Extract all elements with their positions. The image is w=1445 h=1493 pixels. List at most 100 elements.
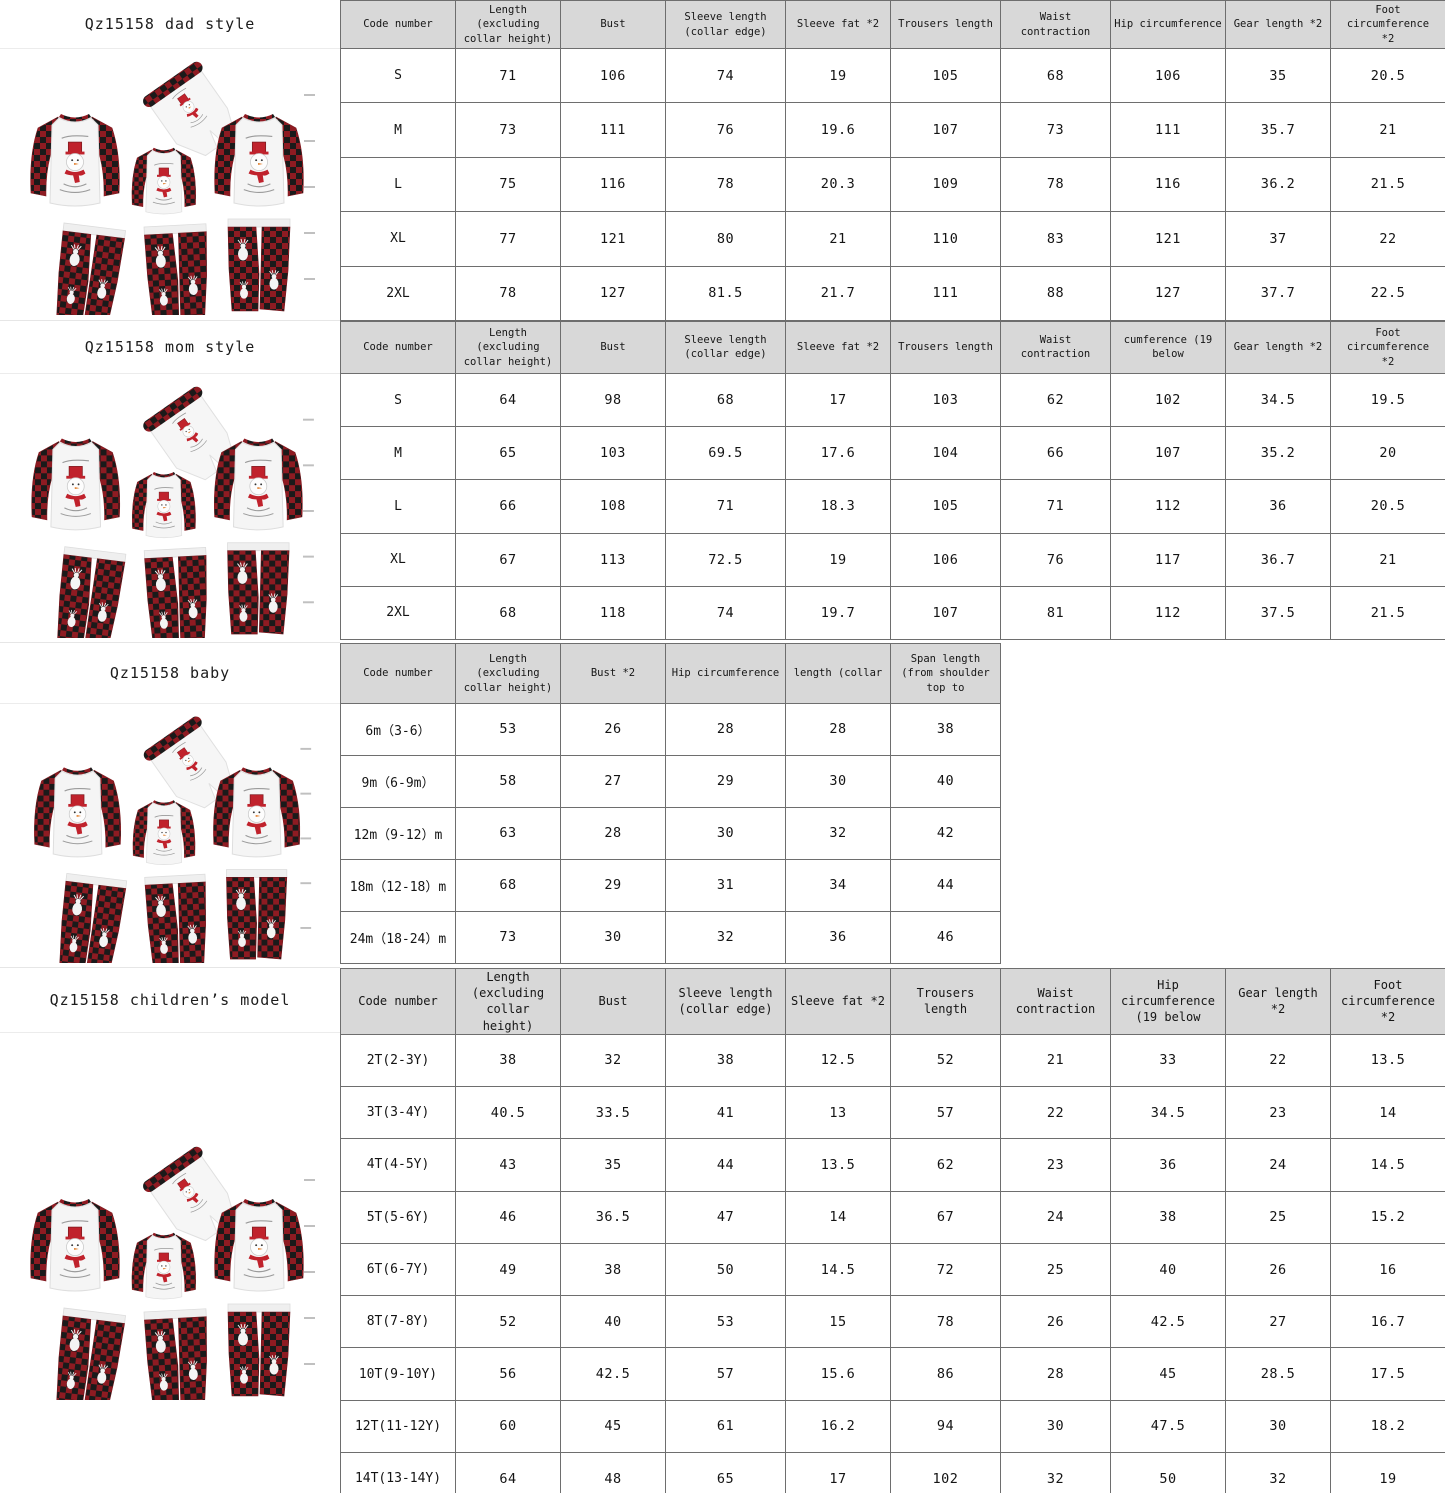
size-row: 24m（18-24）m 73 30 32 36 46 xyxy=(340,910,1001,964)
size-table: Code number Length (excluding collar heig… xyxy=(340,642,1001,964)
measurement-cell: 20.3 xyxy=(785,156,891,213)
size-code-cell: 6T(6-7Y) xyxy=(340,1242,456,1297)
measurement-cell: 63 xyxy=(455,806,561,860)
size-code-cell: 9m（6-9m） xyxy=(340,754,456,808)
left-panel-mom: Qz15158 mom style xyxy=(0,320,340,643)
measurement-cell: 14 xyxy=(785,1190,891,1244)
measurement-cell: 68 xyxy=(1000,47,1111,104)
measurement-cell: 53 xyxy=(665,1295,786,1349)
measurement-cell: 52 xyxy=(890,1033,1001,1088)
measurement-cell: 22 xyxy=(1330,211,1445,267)
pajama-set-illustration xyxy=(20,378,320,638)
measurement-cell: 30 xyxy=(1225,1399,1331,1454)
measurement-cell: 47.5 xyxy=(1110,1399,1226,1454)
column-header: Sleeve length (collar edge) xyxy=(665,967,786,1035)
measurement-cell: 27 xyxy=(560,754,666,808)
size-table-dad: Code number Length (excluding collar heig… xyxy=(340,0,1445,321)
measurement-cell: 74 xyxy=(665,585,786,640)
measurement-cell: 48 xyxy=(560,1452,666,1493)
measurement-cell: 19 xyxy=(785,47,891,104)
measurement-cell: 67 xyxy=(890,1190,1001,1244)
size-row: S 71 106 74 19 105 68 106 35 20.5 xyxy=(340,47,1445,104)
measurement-cell: 43 xyxy=(455,1138,561,1192)
measurement-cell: 25 xyxy=(1000,1242,1111,1297)
measurement-cell: 21 xyxy=(1330,102,1445,158)
measurement-cell: 127 xyxy=(1110,265,1226,321)
size-code-cell: 10T(9-10Y) xyxy=(340,1347,456,1401)
size-table-mom: Code number Length (excluding collar heig… xyxy=(340,320,1445,643)
measurement-cell: 107 xyxy=(1110,426,1226,481)
measurement-cell: 65 xyxy=(665,1452,786,1493)
measurement-cell: 19.5 xyxy=(1330,372,1445,428)
measurement-cell: 35 xyxy=(1225,47,1331,104)
measurement-cell: 66 xyxy=(1000,426,1111,481)
size-row: 10T(9-10Y) 56 42.5 57 15.6 86 28 45 28.5 17.5 xyxy=(340,1347,1445,1401)
measurement-cell: 13.5 xyxy=(1330,1033,1445,1088)
column-header: Trousers length xyxy=(890,320,1001,374)
measurement-cell: 36 xyxy=(1225,479,1331,534)
measurement-cell: 112 xyxy=(1110,479,1226,534)
column-header: Gear length *2 xyxy=(1225,320,1331,374)
measurement-cell: 56 xyxy=(455,1347,561,1401)
measurement-cell: 21.7 xyxy=(785,265,891,321)
measurement-cell: 29 xyxy=(560,858,666,912)
measurement-cell: 24 xyxy=(1000,1190,1111,1244)
measurement-cell: 77 xyxy=(455,211,561,267)
measurement-cell: 71 xyxy=(665,479,786,534)
column-header: Sleeve fat *2 xyxy=(785,967,891,1035)
measurement-cell: 44 xyxy=(665,1138,786,1192)
measurement-cell: 105 xyxy=(890,479,1001,534)
column-header: length (collar xyxy=(785,642,891,704)
column-header: Sleeve fat *2 xyxy=(785,0,891,49)
column-header: Foot circumference *2 xyxy=(1330,0,1445,49)
size-code-cell: 14T(13-14Y) xyxy=(340,1452,456,1493)
measurement-cell: 118 xyxy=(560,585,666,640)
measurement-cell: 127 xyxy=(560,265,666,321)
measurement-cell: 30 xyxy=(560,910,666,964)
size-row: 12T(11-12Y) 60 45 61 16.2 94 30 47.5 30 18.2 xyxy=(340,1399,1445,1454)
measurement-cell: 113 xyxy=(560,532,666,587)
measurement-cell: 13.5 xyxy=(785,1138,891,1192)
measurement-cell: 104 xyxy=(890,426,1001,481)
measurement-cell: 28 xyxy=(665,702,786,756)
measurement-cell: 30 xyxy=(665,806,786,860)
measurement-cell: 17.6 xyxy=(785,426,891,481)
measurement-cell: 20.5 xyxy=(1330,47,1445,104)
size-row: 12m（9-12）m 63 28 30 32 42 xyxy=(340,806,1001,860)
measurement-cell: 76 xyxy=(665,102,786,158)
left-panel-dad: Qz15158 dad style xyxy=(0,0,340,321)
measurement-cell: 13 xyxy=(785,1085,891,1140)
size-row: XL 77 121 80 21 110 83 121 37 22 xyxy=(340,211,1445,267)
column-header: Length (excluding collar height) xyxy=(455,320,561,374)
size-code-cell: 2T(2-3Y) xyxy=(340,1033,456,1088)
measurement-cell: 116 xyxy=(560,156,666,213)
measurement-cell: 21 xyxy=(785,211,891,267)
pajama-set-illustration xyxy=(20,708,320,963)
measurement-cell: 78 xyxy=(890,1295,1001,1349)
measurement-cell: 94 xyxy=(890,1399,1001,1454)
column-header: Trousers length xyxy=(890,0,1001,49)
measurement-cell: 21 xyxy=(1330,532,1445,587)
measurement-cell: 105 xyxy=(890,47,1001,104)
measurement-cell: 58 xyxy=(455,754,561,808)
measurement-cell: 32 xyxy=(665,910,786,964)
measurement-cell: 20 xyxy=(1330,426,1445,481)
measurement-cell: 52 xyxy=(455,1295,561,1349)
section-children: Qz15158 children’s model Code number Leng… xyxy=(0,967,1445,1493)
measurement-cell: 41 xyxy=(665,1085,786,1140)
product-image xyxy=(0,49,340,320)
measurement-cell: 42.5 xyxy=(1110,1295,1226,1349)
measurement-cell: 45 xyxy=(1110,1347,1226,1401)
measurement-cell: 19 xyxy=(785,532,891,587)
measurement-cell: 83 xyxy=(1000,211,1111,267)
size-row: 3T(3-4Y) 40.5 33.5 41 13 57 22 34.5 23 14 xyxy=(340,1085,1445,1140)
measurement-cell: 81.5 xyxy=(665,265,786,321)
product-image xyxy=(0,704,340,967)
measurement-cell: 62 xyxy=(1000,372,1111,428)
size-code-cell: 3T(3-4Y) xyxy=(340,1085,456,1140)
measurement-cell: 71 xyxy=(455,47,561,104)
measurement-cell: 21.5 xyxy=(1330,585,1445,640)
measurement-cell: 38 xyxy=(560,1242,666,1297)
measurement-cell: 16.7 xyxy=(1330,1295,1445,1349)
size-code-cell: S xyxy=(340,372,456,428)
